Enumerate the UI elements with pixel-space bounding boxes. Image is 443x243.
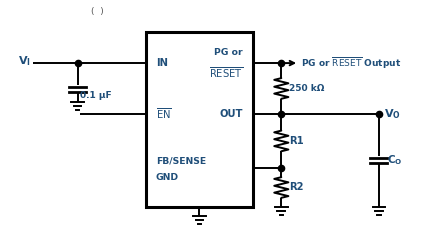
Text: $\overline{\mathrm{RESET}}$: $\overline{\mathrm{RESET}}$ [209,66,243,80]
Text: R2: R2 [289,182,304,192]
Text: PG or $\overline{\mathrm{RESET}}$ Output: PG or $\overline{\mathrm{RESET}}$ Output [301,55,401,71]
Text: $\overline{\mathrm{EN}}$: $\overline{\mathrm{EN}}$ [156,106,172,121]
Text: $\mathbf{C_O}$: $\mathbf{C_O}$ [387,154,402,167]
FancyBboxPatch shape [146,32,253,207]
Text: GND: GND [156,173,179,182]
Text: OUT: OUT [219,109,243,119]
Text: R1: R1 [289,136,304,146]
Text: 250 kΩ: 250 kΩ [289,84,325,93]
Text: (  ): ( ) [91,7,104,16]
Text: $\mathbf{V_O}$: $\mathbf{V_O}$ [384,107,401,121]
Text: PG or: PG or [214,48,243,57]
Text: $\mathbf{V_I}$: $\mathbf{V_I}$ [18,54,31,68]
Text: FB/SENSE: FB/SENSE [156,157,206,166]
Text: IN: IN [156,58,168,68]
Text: 0.1 μF: 0.1 μF [80,91,111,100]
